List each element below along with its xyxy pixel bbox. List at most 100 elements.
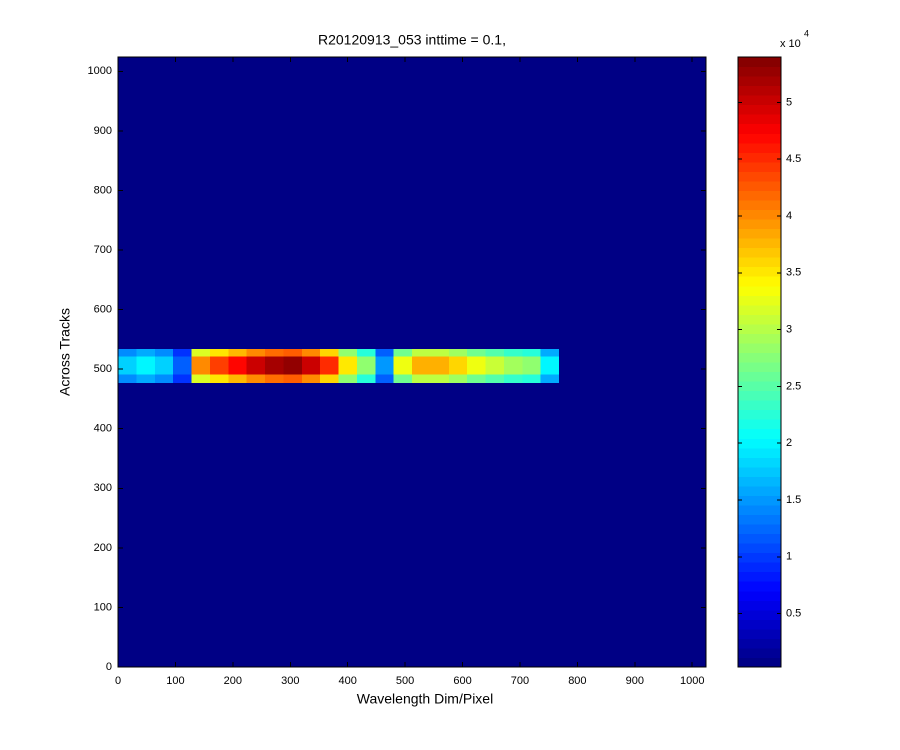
heatmap-cell [301, 356, 321, 375]
colorbar-swatch [738, 514, 781, 525]
heatmap-cell [191, 382, 211, 668]
colorbar-swatch [738, 180, 781, 191]
colorbar-swatch [738, 562, 781, 573]
heatmap-cell [669, 373, 689, 383]
heatmap-cell [467, 382, 486, 668]
heatmap-cell [191, 356, 211, 375]
heatmap-cell [154, 356, 174, 375]
colorbar-swatch [738, 600, 781, 611]
y-tick-label: 500 [94, 363, 112, 375]
heatmap-cell [632, 348, 652, 357]
heatmap-cell [559, 382, 578, 668]
heatmap-cell [448, 373, 468, 383]
y-tick-label: 800 [94, 184, 112, 196]
heatmap-cell [301, 57, 321, 349]
x-tick-label: 1000 [680, 675, 704, 687]
heatmap-cell [669, 348, 689, 357]
heatmap-cell [687, 356, 707, 375]
heatmap-cell [522, 356, 542, 375]
colorbar-swatch [738, 161, 781, 172]
heatmap-cell [687, 57, 707, 349]
colorbar-swatch [738, 628, 781, 639]
heatmap-cell [393, 57, 413, 349]
colorbar-swatch [738, 152, 781, 163]
colorbar-tick-label: 5 [786, 96, 792, 108]
heatmap-cell [485, 356, 505, 375]
colorbar-swatch [738, 104, 781, 115]
heatmap-cell [228, 356, 248, 375]
heatmap-cell [595, 57, 615, 349]
heatmap-cell [283, 382, 303, 668]
heatmap-cell [412, 356, 431, 375]
y-tick-label: 1000 [88, 65, 112, 77]
heatmap-cell [650, 57, 670, 349]
x-tick-label: 900 [626, 675, 644, 687]
colorbar-swatch [738, 314, 781, 325]
heatmap-cell [540, 356, 560, 375]
heatmap-cell [375, 57, 395, 349]
heatmap-cell [687, 348, 707, 357]
heatmap-cell [650, 373, 670, 383]
heatmap-cell [632, 57, 652, 349]
colorbar-swatch [738, 581, 781, 592]
colorbar-tick-label: 4.5 [786, 153, 801, 165]
heatmap-cell [540, 57, 560, 349]
heatmap-cell [430, 382, 450, 668]
y-tick-label: 900 [94, 125, 112, 137]
heatmap-cell [632, 373, 652, 383]
heatmap-cell [669, 356, 689, 375]
heatmap-cell [430, 356, 450, 375]
heatmap-cell [173, 348, 192, 357]
heatmap-cell [503, 373, 523, 383]
heatmap-cell [412, 348, 431, 357]
colorbar-swatch [738, 419, 781, 430]
heatmap-cell [301, 373, 321, 383]
colorbar-swatch [738, 543, 781, 554]
colorbar-swatch [738, 657, 781, 668]
colorbar-swatch [738, 590, 781, 601]
colorbar-swatch [738, 524, 781, 535]
heatmap-cell [614, 348, 633, 357]
heatmap-cell [632, 382, 652, 668]
heatmap-cell [577, 348, 597, 357]
y-tick-label: 0 [106, 661, 112, 673]
heatmap-cell [503, 382, 523, 668]
heatmap-cell [577, 382, 597, 668]
heatmap-cell [412, 57, 431, 349]
colorbar-swatch [738, 476, 781, 487]
heatmap-cell [522, 348, 542, 357]
heatmap-cell [614, 57, 633, 349]
heatmap-cell [246, 356, 266, 375]
colorbar-swatch [738, 638, 781, 649]
colorbar-swatch [738, 428, 781, 439]
heatmap-cell [522, 373, 542, 383]
colorbar-tick-label: 0.5 [786, 608, 801, 620]
colorbar-swatch [738, 504, 781, 515]
heatmap-cell [503, 348, 523, 357]
heatmap-cell [191, 57, 211, 349]
heatmap-cell [320, 57, 339, 349]
heatmap-cell [412, 382, 431, 668]
heatmap-cell [118, 57, 137, 349]
heatmap-cell [228, 373, 248, 383]
heatmap-cell [577, 57, 597, 349]
colorbar-swatch [738, 209, 781, 220]
x-tick-label: 400 [339, 675, 357, 687]
colorbar-swatch [738, 647, 781, 658]
colorbar-swatch [738, 276, 781, 287]
colorbar-tick-label: 1 [786, 551, 792, 563]
x-tick-label: 0 [115, 675, 121, 687]
heatmap-cell [577, 373, 597, 383]
colorbar-swatch [738, 571, 781, 582]
heatmap-cell [173, 373, 192, 383]
colorbar-swatch [738, 381, 781, 392]
heatmap-cell [283, 356, 303, 375]
colorbar-swatch [738, 95, 781, 106]
heatmap-cell [559, 356, 578, 375]
y-tick-label: 700 [94, 244, 112, 256]
heatmap-cell [173, 382, 192, 668]
heatmap-cell [228, 382, 248, 668]
colorbar-swatch [738, 219, 781, 230]
heatmap-cell [614, 373, 633, 383]
heatmap-cell [118, 356, 137, 375]
